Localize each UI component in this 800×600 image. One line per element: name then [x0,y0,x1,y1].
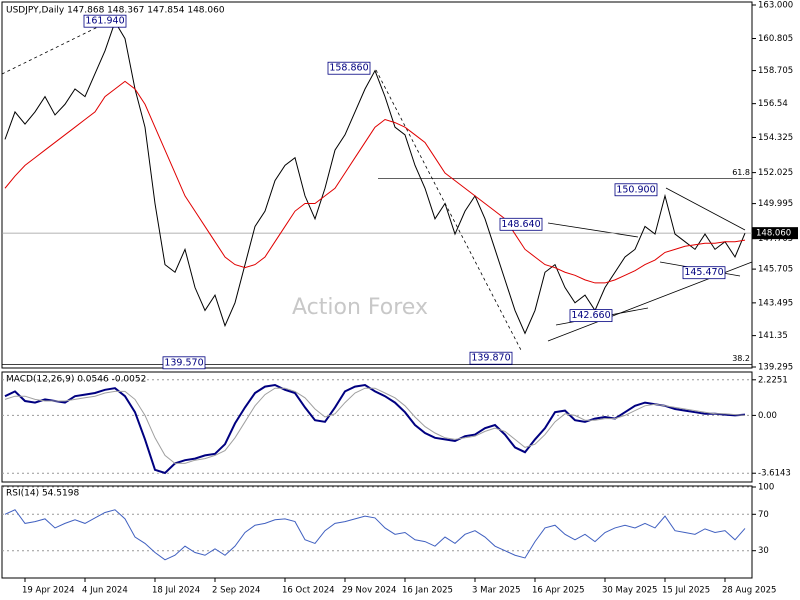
macd-panel [1,371,753,483]
annotation-label: 158.860 [329,63,368,74]
y-tick-label: 149.995 [758,199,793,209]
annotation-label: 139.570 [164,357,203,368]
trend-line [1,21,109,75]
annotation-box [499,217,543,231]
x-tick-label: 3 Mar 2025 [472,586,520,596]
series-line [4,80,746,284]
x-tick-label: 19 Apr 2024 [22,586,75,596]
panel-title: RSI(14) 54.5198 [6,489,79,499]
x-tick-label: 30 May 2025 [602,586,657,596]
x-tick-label: 16 Jan 2025 [402,586,453,596]
y-tick-label: 158.705 [758,66,793,76]
series-line [4,20,746,335]
annotation-label: 161.940 [85,16,124,27]
panel-title: MACD(12,26,9) 0.0546 -0.0052 [6,375,146,385]
y-tick-label: 100 [758,483,774,493]
annotation-box [327,61,371,75]
panel-title: USDJPY,Daily 147.868 148.367 147.854 148… [6,6,225,16]
x-tick-label: 29 Nov 2024 [342,586,396,596]
y-tick-label: 156.54 [758,99,788,109]
trend-line [547,222,639,238]
last-price-label: 148.060 [756,229,791,239]
annotation-label: 150.900 [616,184,655,195]
annotation-box [83,14,127,28]
annotation-label: 148.640 [501,219,540,230]
x-tick-label: 15 Jul 2025 [662,586,710,596]
trend-line [375,69,523,353]
y-tick-label: 30 [758,546,769,556]
y-tick-label: 160.805 [758,34,793,44]
y-tick-label: -3.6143 [758,469,791,479]
watermark: Action Forex [292,295,428,320]
annotation-box [162,356,206,370]
y-tick-label: 0.00 [758,411,777,421]
main-panel [1,1,753,369]
annotation-box [614,183,658,197]
series-line [4,383,746,475]
annotation-label: 145.470 [684,267,723,278]
series-line [4,387,746,464]
annotation-box [682,266,726,280]
x-tick-label: 28 Aug 2025 [722,586,776,596]
y-tick-label: 152.025 [758,168,793,178]
y-tick-label: 154.325 [758,133,793,143]
y-tick-label: 145.705 [758,265,793,275]
x-tick-label: 16 Apr 2025 [532,586,585,596]
series-line [4,509,746,561]
annotation-label: 139.870 [471,353,510,364]
x-tick-label: 2 Sep 2024 [212,586,260,596]
y-tick-label: 2.2251 [758,375,788,385]
fib-label: 61.8 [732,168,750,177]
y-tick-label: 70 [758,510,769,520]
annotation-label: 142.660 [571,310,610,321]
rsi-panel [1,485,753,579]
x-tick-label: 4 Jun 2024 [82,586,128,596]
y-tick-label: 139.295 [758,363,793,373]
x-tick-label: 16 Oct 2024 [282,586,335,596]
y-tick-label: 143.495 [758,298,793,308]
last-price-box [752,227,798,240]
fib-label: 38.2 [732,354,750,363]
y-tick-label: 141.35 [758,331,788,341]
y-tick-label: 163.000 [758,1,793,11]
annotation-box [569,309,613,323]
x-tick-label: 18 Jul 2024 [152,586,200,596]
annotation-box [469,351,513,365]
trend-line [665,187,746,231]
